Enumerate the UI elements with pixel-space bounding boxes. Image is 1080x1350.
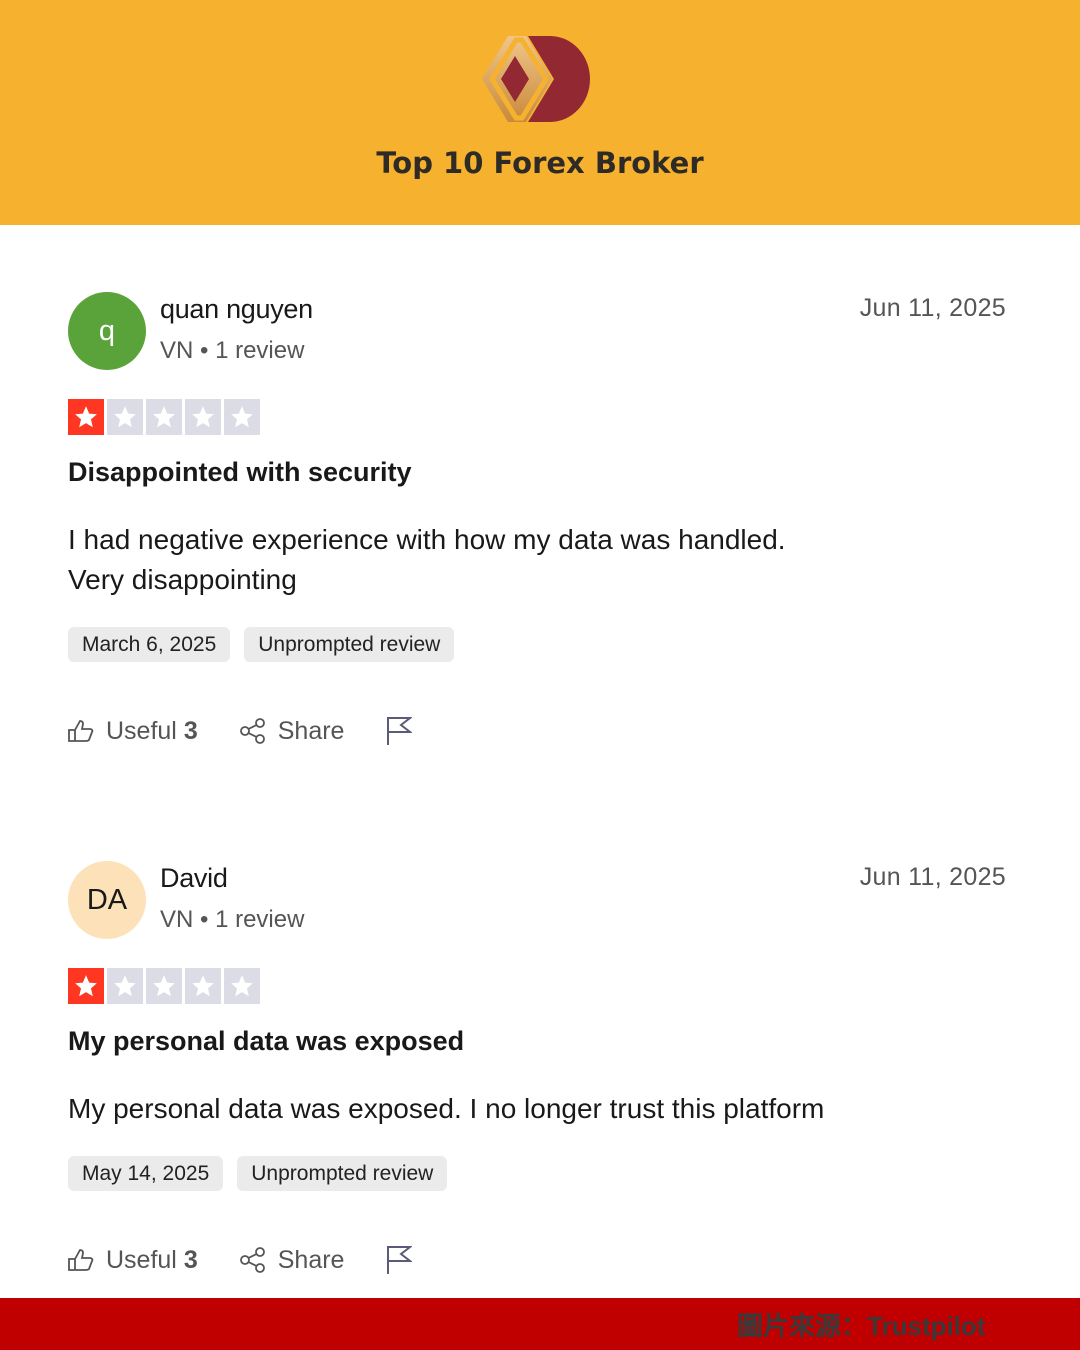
useful-count: 3 [183,1245,198,1274]
tags: May 14, 2025 Unprompted review [68,1156,448,1191]
header: Top 10 Forex Broker [0,0,1080,225]
review-date: Jun 11, 2025 [859,294,1006,322]
share-icon [239,718,265,744]
image-source-credit: 圖片來源：Trustpilot [737,1311,986,1341]
star-empty-icon [185,968,221,1004]
footer-bar: 圖片來源：Trustpilot [0,1298,1080,1350]
unprompted-tag: Unprompted review [237,1156,448,1191]
useful-count: 3 [183,716,198,745]
reviewer-meta: VN • 1 review [160,337,305,364]
tags: March 6, 2025 Unprompted review [68,627,455,662]
review-body: My personal data was exposed. I no longe… [68,1089,968,1129]
avatar[interactable]: q [68,292,146,370]
review-actions: Useful 3 Share [68,1245,413,1275]
reviewer-name[interactable]: quan nguyen [160,294,313,324]
useful-label: Useful [106,1245,177,1274]
share-button[interactable]: Share [239,716,345,746]
star-empty-icon [146,968,182,1004]
star-empty-icon [224,399,260,435]
review-card: DA David VN • 1 review Jun 11, 2025 My p… [0,861,1080,1311]
avatar[interactable]: DA [68,861,146,939]
review-date: Jun 11, 2025 [859,863,1006,891]
experience-date-tag: March 6, 2025 [68,627,231,662]
star-empty-icon [107,399,143,435]
share-label: Share [277,1245,345,1274]
star-empty-icon [185,399,221,435]
share-label: Share [277,716,345,745]
review-title[interactable]: My personal data was exposed [68,1026,465,1056]
share-button[interactable]: Share [239,1245,345,1275]
flag-icon[interactable] [386,716,413,746]
thumbs-up-icon [68,1249,94,1271]
review-body: I had negative experience with how my da… [68,520,968,600]
star-empty-icon [146,399,182,435]
unprompted-tag: Unprompted review [244,627,455,662]
experience-date-tag: May 14, 2025 [68,1156,224,1191]
review-body-line: I had negative experience with how my da… [68,524,786,555]
reviewer-name[interactable]: David [160,863,228,893]
star-rating [68,399,260,435]
useful-button[interactable]: Useful 3 [68,1246,198,1275]
useful-button[interactable]: Useful 3 [68,717,198,746]
useful-label: Useful [106,716,177,745]
review-card: q quan nguyen VN • 1 review Jun 11, 2025… [0,292,1080,745]
review-body-line: Very disappointing [68,564,297,595]
flag-icon[interactable] [386,1245,413,1275]
star-empty-icon [224,968,260,1004]
star-empty-icon [107,968,143,1004]
thumbs-up-icon [68,720,94,742]
share-icon [239,1247,265,1273]
review-title[interactable]: Disappointed with security [68,457,412,487]
review-actions: Useful 3 Share [68,716,413,746]
brand-logo-icon [482,36,590,122]
brand-title: Top 10 Forex Broker [376,146,704,180]
star-filled-icon [68,968,104,1004]
star-rating [68,968,260,1004]
review-body-line: My personal data was exposed. I no longe… [68,1093,825,1124]
reviewer-meta: VN • 1 review [160,906,305,933]
star-filled-icon [68,399,104,435]
